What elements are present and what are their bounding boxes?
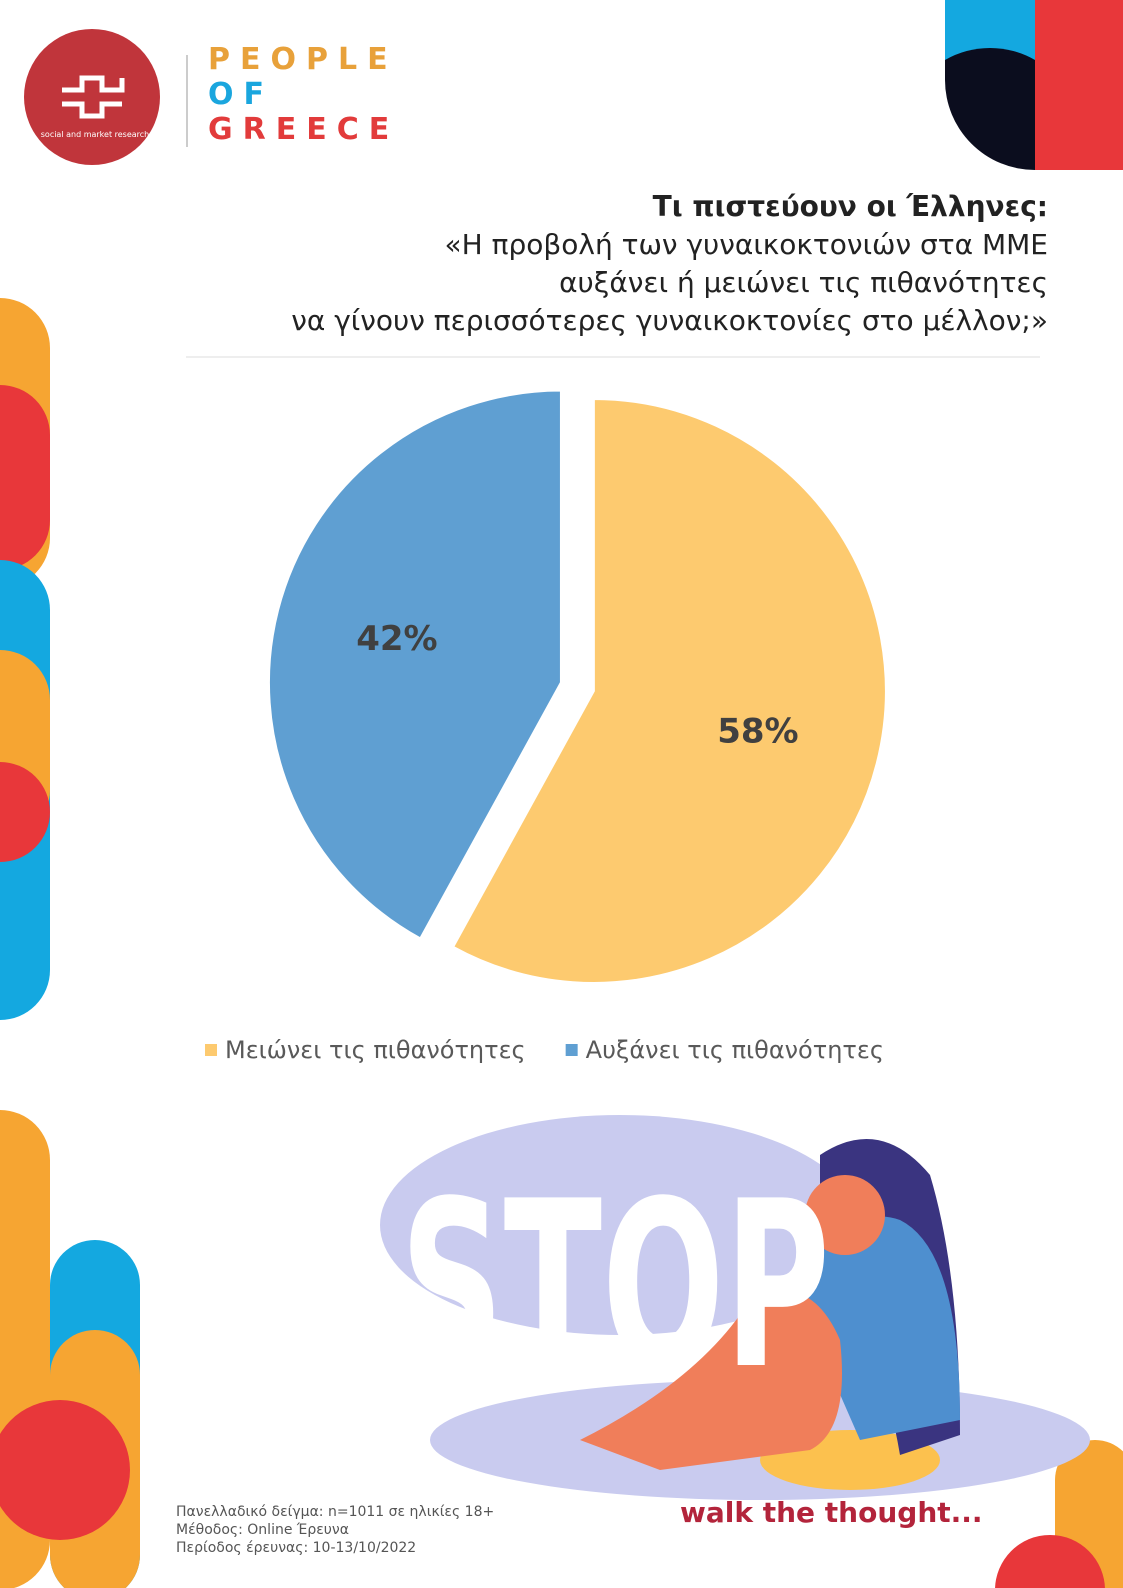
chart: 58% 42% Μειώνει τις πιθανότητες Αυξάνει τις…	[205, 389, 887, 1064]
footer: Πανελλαδικό δείγμα: n=1011 σε ηλικίες 18…	[176, 1503, 494, 1557]
brand-line: OF	[208, 77, 274, 112]
stop-art: STOP	[400, 1153, 830, 1380]
legend-label: Μειώνει τις πιθανότητες	[225, 1036, 526, 1064]
footer-line: Περίοδος έρευνας: 10-13/10/2022	[176, 1540, 417, 1556]
brand: PEOPLE OF GREECE	[208, 42, 399, 147]
subtitle-line: να γίνουν περισσότερες γυναικοκτονίες στ…	[291, 304, 1048, 337]
brand-line: GREECE	[208, 112, 400, 147]
title-block: Τι πιστεύουν οι Έλληνες: «Η προβολή των …	[291, 188, 1048, 340]
logo-text: social and market research	[40, 130, 150, 139]
subtitle-line: «Η προβολή των γυναικοκτονιών στα ΜΜΕ	[444, 228, 1048, 261]
pie-slice	[267, 389, 562, 940]
data-label: 58%	[717, 712, 798, 752]
brand-line: PEOPLE	[208, 42, 398, 77]
stop-word: STOP	[400, 1153, 830, 1380]
legend-label: Αυξάνει τις πιθανότητες	[586, 1036, 884, 1064]
footer-line: Μέθοδος: Online Έρευνα	[176, 1522, 349, 1538]
chart-title: Τι πιστεύουν οι Έλληνες:	[652, 190, 1048, 223]
data-label: 42%	[356, 619, 437, 659]
slogan: walk the thought...	[680, 1496, 983, 1529]
legend-swatch	[565, 1044, 578, 1056]
footer-line: Πανελλαδικό δείγμα: n=1011 σε ηλικίες 18…	[176, 1504, 495, 1520]
pie-slice	[451, 397, 887, 984]
subtitle-line: αυξάνει ή μειώνει τις πιθανότητες	[559, 266, 1048, 299]
legend-swatch	[205, 1044, 217, 1056]
